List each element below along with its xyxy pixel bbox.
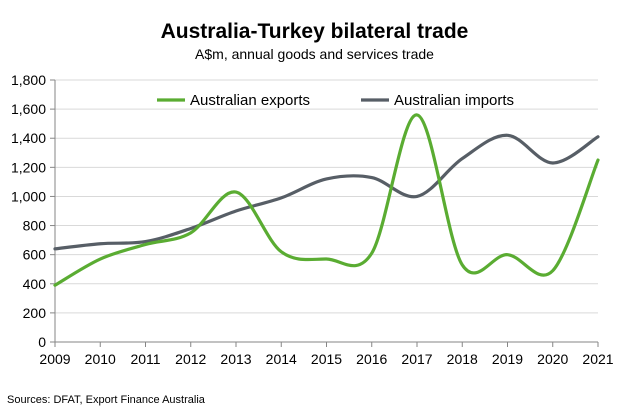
x-tick-label: 2021 xyxy=(582,351,613,367)
x-tick-label: 2017 xyxy=(401,351,432,367)
line-chart: 0 200 400 600 800 1,000 1,200 1,400 1,600 1,800 20… xyxy=(11,72,614,367)
x-tick-label: 2018 xyxy=(447,351,478,367)
legend: Australian exports Australian imports xyxy=(157,92,514,109)
australian-exports-line xyxy=(53,113,600,287)
chart-subtitle: A$m, annual goods and services trade xyxy=(195,46,434,62)
y-tick-label: 1,400 xyxy=(11,130,46,146)
axes: 0 200 400 600 800 1,000 1,200 1,400 1,600 1,800 20… xyxy=(11,72,614,367)
grid-lines xyxy=(55,79,598,314)
legend-label-australian-exports: Australian exports xyxy=(190,92,310,109)
x-tick-label: 2015 xyxy=(311,351,342,367)
x-tick-label: 2013 xyxy=(220,351,251,367)
x-tick-label: 2009 xyxy=(39,351,70,367)
y-tick-label: 1,600 xyxy=(11,101,46,117)
x-tick-label: 2020 xyxy=(537,351,568,367)
source-note: Sources: DFAT, Export Finance Australia xyxy=(7,394,205,406)
y-tick-label: 400 xyxy=(23,276,47,292)
y-tick-label: 1,800 xyxy=(11,72,46,88)
australian-imports-line xyxy=(53,133,600,251)
x-tick-label: 2014 xyxy=(266,351,297,367)
y-tick-label: 600 xyxy=(23,247,47,263)
chart-title: Australia-Turkey bilateral trade xyxy=(160,20,469,43)
y-tick-label: 0 xyxy=(38,334,46,350)
x-tick-label: 2019 xyxy=(492,351,523,367)
x-tick-label: 2012 xyxy=(175,351,206,367)
legend-label-australian-imports: Australian imports xyxy=(394,92,514,109)
y-tick-label: 1,000 xyxy=(11,188,46,204)
y-tick-label: 200 xyxy=(23,305,47,321)
series-lines xyxy=(53,113,600,287)
x-tick-label: 2016 xyxy=(356,351,387,367)
x-tick-label: 2010 xyxy=(85,351,116,367)
y-tick-label: 800 xyxy=(23,218,47,234)
x-tick-label: 2011 xyxy=(130,351,160,367)
y-tick-label: 1,200 xyxy=(11,159,46,175)
